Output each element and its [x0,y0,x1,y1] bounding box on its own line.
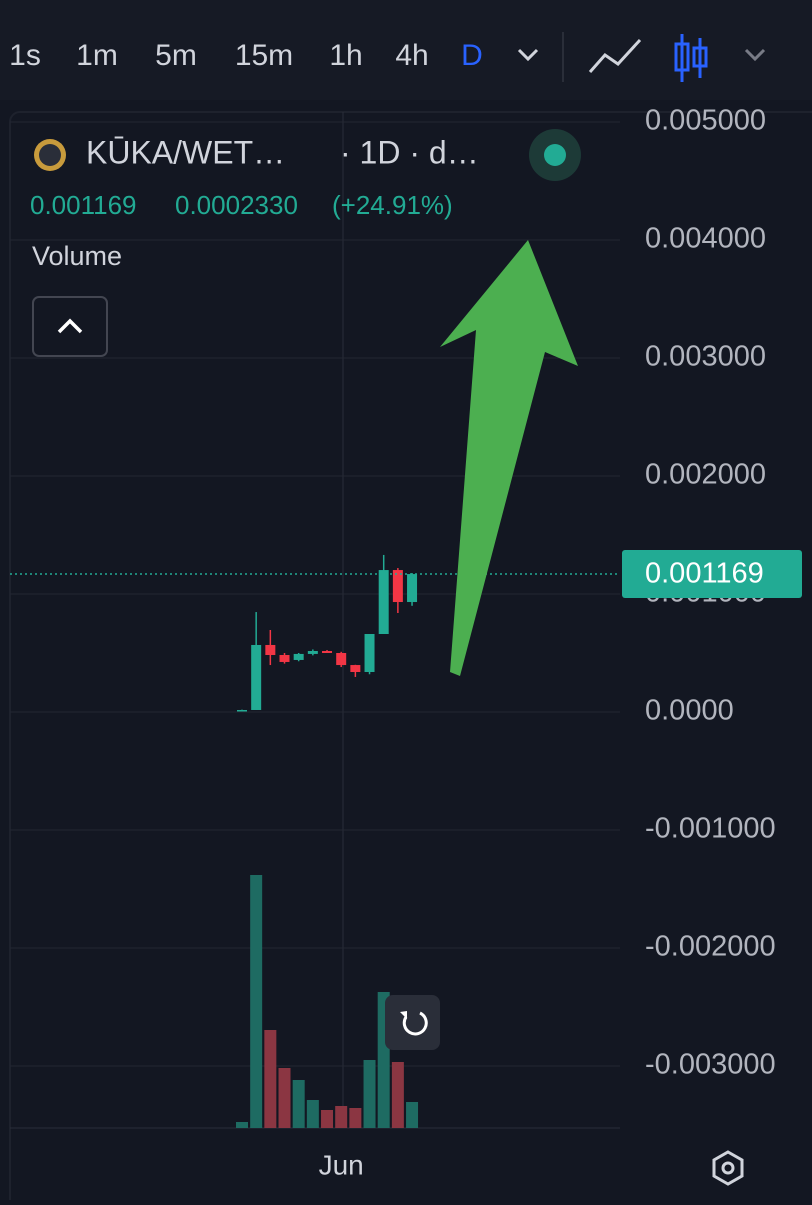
reset-icon [402,1011,428,1036]
candle-body [336,653,347,666]
candle-body [407,574,418,603]
volume-bar [349,1108,362,1128]
y-tick-label: -0.001000 [645,813,776,845]
collapse-icon [57,318,83,334]
interval-button[interactable]: D [461,39,483,72]
status-dot [544,144,566,166]
legend-change: 0.0002330 [175,190,298,220]
y-tick-label: -0.002000 [645,931,776,963]
chart-type-dropdown[interactable] [744,48,766,62]
volume-bar [250,875,263,1128]
line-chart-button[interactable] [588,38,642,73]
candle-body [279,655,290,662]
interval-button[interactable]: 4h [395,39,428,72]
legend-price: 0.001169 [30,190,137,220]
candle-body [322,650,333,653]
symbol[interactable]: KŪKA/WET… [86,134,285,170]
volume-bar [391,1062,404,1128]
interval-button[interactable]: 1h [329,39,362,72]
candle-body [251,644,262,710]
interval-dropdown[interactable] [517,48,539,62]
last-price-tag [622,550,802,599]
volume-bar [278,1068,291,1128]
volume-bar [335,1106,348,1128]
interval-button[interactable]: 15m [235,39,293,72]
reset-button[interactable] [385,995,440,1050]
legend-change-pct: (+24.91%) [332,190,453,220]
y-tick-label: 0.003000 [645,341,766,373]
volume-label: Volume [32,241,122,271]
interval-button[interactable]: 1m [76,39,118,72]
candle-body [392,570,403,603]
volume-bar [292,1080,305,1128]
plot [10,121,620,1128]
candle-chart-button[interactable] [674,34,708,82]
settings-button[interactable] [712,1150,744,1186]
candle-body [364,634,375,672]
candle-body [265,644,276,656]
volume-bar [363,1060,376,1128]
volume-bar [236,1122,248,1128]
settings-icon [721,1161,735,1175]
collapse-button[interactable] [32,296,108,357]
y-tick-label: 0.005000 [645,105,766,137]
last-price-label: 0.001169 [645,558,764,590]
y-tick-label: 0.002000 [645,459,766,491]
reset-icon-head [400,1011,407,1019]
chart-pane [9,111,812,1205]
candle-body [350,665,361,672]
volume-bar [306,1100,319,1128]
annotation-arrow [440,240,578,676]
x-tick-label: Jun [319,1149,364,1180]
interval-label: · 1D · d… [340,134,479,170]
interval-button[interactable]: 1s [9,39,41,72]
candle-body [237,709,247,712]
interval-button[interactable]: 5m [155,39,197,72]
candle-body [307,650,318,654]
y-tick-label: 0.004000 [645,223,766,255]
volume-bar [264,1030,277,1128]
token-icon-inner [39,144,61,166]
volume-bar [321,1110,334,1128]
candle-body [378,570,389,635]
y-tick-label: 0.0000 [645,695,734,727]
y-tick-label: -0.003000 [645,1049,776,1081]
candle-body [293,653,304,660]
volume-bar [406,1102,419,1128]
